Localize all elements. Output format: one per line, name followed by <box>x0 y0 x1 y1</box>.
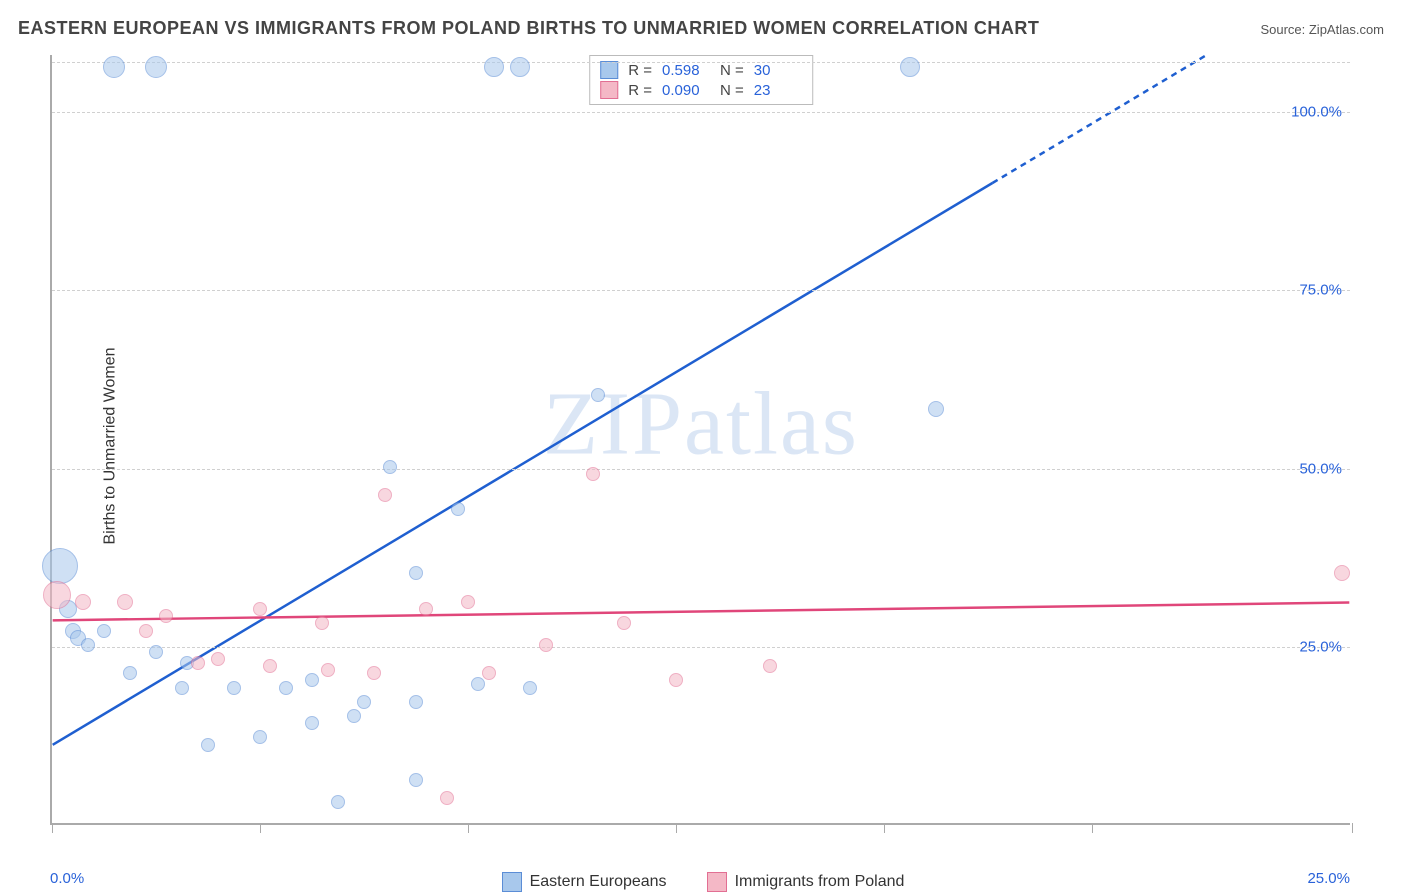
data-point <box>305 716 319 730</box>
data-point <box>347 709 361 723</box>
legend-stat-row: R = 0.090 N = 23 <box>600 80 802 100</box>
data-point <box>211 652 225 666</box>
data-point <box>145 56 167 78</box>
data-point <box>928 401 944 417</box>
x-tick <box>52 823 53 833</box>
data-point <box>461 595 475 609</box>
x-tick-min: 0.0% <box>50 870 84 887</box>
data-point <box>42 548 78 584</box>
data-point <box>591 388 605 402</box>
data-point <box>331 795 345 809</box>
x-tick <box>1352 823 1353 833</box>
data-point <box>97 624 111 638</box>
legend-r-value: 0.090 <box>662 82 710 99</box>
data-point <box>409 566 423 580</box>
watermark: ZIPatlas <box>543 372 859 475</box>
legend-r-label: R = <box>628 62 652 79</box>
data-point <box>669 673 683 687</box>
data-point <box>763 659 777 673</box>
data-point <box>139 624 153 638</box>
data-point <box>367 666 381 680</box>
y-tick-label: 75.0% <box>1299 282 1342 299</box>
x-tick <box>884 823 885 833</box>
y-tick-label: 50.0% <box>1299 460 1342 477</box>
data-point <box>279 681 293 695</box>
data-point <box>227 681 241 695</box>
gridline-h <box>52 62 1350 63</box>
legend-n-value: 23 <box>754 82 802 99</box>
legend-bottom: Eastern Europeans Immigrants from Poland <box>0 872 1406 892</box>
legend-label: Immigrants from Poland <box>735 873 905 891</box>
legend-r-value: 0.598 <box>662 62 710 79</box>
data-point <box>586 467 600 481</box>
chart-title: EASTERN EUROPEAN VS IMMIGRANTS FROM POLA… <box>18 18 1039 39</box>
data-point <box>123 666 137 680</box>
data-point <box>510 57 530 77</box>
data-point <box>383 460 397 474</box>
data-point <box>201 738 215 752</box>
y-tick-label: 25.0% <box>1299 638 1342 655</box>
data-point <box>75 594 91 610</box>
data-point <box>484 57 504 77</box>
data-point <box>253 602 267 616</box>
gridline-h <box>52 112 1350 113</box>
x-tick <box>468 823 469 833</box>
legend-n-value: 30 <box>754 62 802 79</box>
legend-n-label: N = <box>720 82 744 99</box>
x-tick-max: 25.0% <box>1307 870 1350 887</box>
data-point <box>191 656 205 670</box>
legend-swatch <box>600 61 618 79</box>
data-point <box>471 677 485 691</box>
data-point <box>419 602 433 616</box>
data-point <box>357 695 371 709</box>
data-point <box>305 673 319 687</box>
data-point <box>315 616 329 630</box>
data-point <box>409 695 423 709</box>
legend-swatch <box>502 872 522 892</box>
data-point <box>440 791 454 805</box>
data-point <box>482 666 496 680</box>
legend-swatch <box>707 872 727 892</box>
legend-item: Eastern Europeans <box>502 872 667 892</box>
data-point <box>149 645 163 659</box>
y-tick-label: 100.0% <box>1291 104 1342 121</box>
data-point <box>263 659 277 673</box>
data-point <box>175 681 189 695</box>
x-tick <box>676 823 677 833</box>
data-point <box>117 594 133 610</box>
trend-lines <box>52 55 1350 823</box>
data-point <box>617 616 631 630</box>
legend-r-label: R = <box>628 82 652 99</box>
data-point <box>1334 565 1350 581</box>
data-point <box>523 681 537 695</box>
legend-label: Eastern Europeans <box>530 873 667 891</box>
data-point <box>378 488 392 502</box>
data-point <box>159 609 173 623</box>
data-point <box>43 581 71 609</box>
source-label: Source: ZipAtlas.com <box>1260 22 1384 37</box>
gridline-h <box>52 290 1350 291</box>
data-point <box>321 663 335 677</box>
plot-area: ZIPatlas R = 0.598 N = 30 R = 0.090 N = 23 25.0… <box>50 55 1350 825</box>
data-point <box>409 773 423 787</box>
gridline-h <box>52 469 1350 470</box>
gridline-h <box>52 647 1350 648</box>
legend-n-label: N = <box>720 62 744 79</box>
x-tick <box>260 823 261 833</box>
data-point <box>900 57 920 77</box>
data-point <box>451 502 465 516</box>
data-point <box>539 638 553 652</box>
legend-item: Immigrants from Poland <box>707 872 905 892</box>
data-point <box>103 56 125 78</box>
x-tick <box>1092 823 1093 833</box>
legend-swatch <box>600 81 618 99</box>
data-point <box>253 730 267 744</box>
data-point <box>81 638 95 652</box>
